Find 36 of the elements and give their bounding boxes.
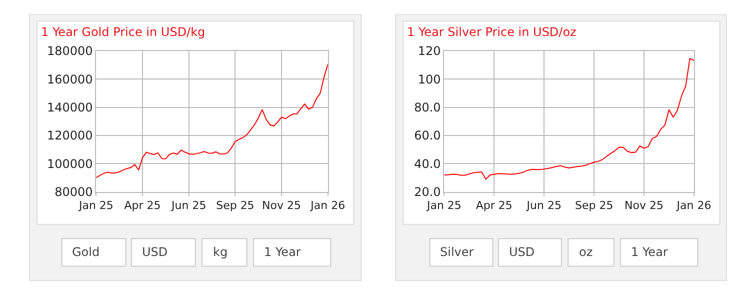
y-tick-label: 160000	[46, 72, 93, 86]
x-tick-label: Apr 25	[476, 199, 512, 212]
text: 1 Year	[264, 245, 301, 259]
x-tick-label: Jun 25	[170, 199, 206, 212]
x-tick-label: Jun 25	[526, 199, 562, 212]
text: Silver	[440, 245, 474, 259]
x-tick-label: Jan 25	[78, 199, 114, 212]
line-series	[444, 58, 694, 180]
text: kg	[213, 245, 228, 259]
x-tick-label: Sep 25	[574, 199, 614, 212]
text: 1 Year	[631, 245, 668, 259]
x-tick-label: Nov 25	[262, 199, 302, 212]
x-tick-label: Jan 26	[676, 199, 712, 212]
y-tick-label: 80000	[54, 185, 93, 200]
text: USD	[142, 245, 168, 259]
y-tick-label: 60.0	[414, 128, 441, 143]
y-tick-label: 80.0	[414, 100, 441, 114]
y-tick-label: 40.0	[414, 156, 441, 171]
y-tick-label: 100	[418, 72, 441, 86]
chart-title: 1 Year Silver Price in USD/oz	[407, 25, 576, 39]
x-tick-label: Apr 25	[124, 199, 161, 212]
y-tick-label: 120	[418, 44, 441, 58]
y-tick-label: 180000	[46, 44, 93, 58]
line-series	[96, 64, 328, 178]
y-tick-label: 20.0	[414, 185, 441, 200]
text: Gold	[72, 245, 100, 259]
y-tick-label: 140000	[46, 100, 93, 114]
x-tick-label: Nov 25	[624, 199, 664, 212]
chart-title: 1 Year Gold Price in USD/kg	[41, 25, 206, 39]
x-tick-label: Jan 26	[310, 199, 346, 212]
y-tick-label: 100000	[46, 156, 93, 171]
text: USD	[509, 245, 535, 259]
x-tick-label: Jan 25	[426, 199, 462, 212]
text: oz	[579, 245, 593, 259]
y-tick-label: 120000	[46, 128, 93, 143]
x-tick-label: Sep 25	[216, 199, 254, 212]
